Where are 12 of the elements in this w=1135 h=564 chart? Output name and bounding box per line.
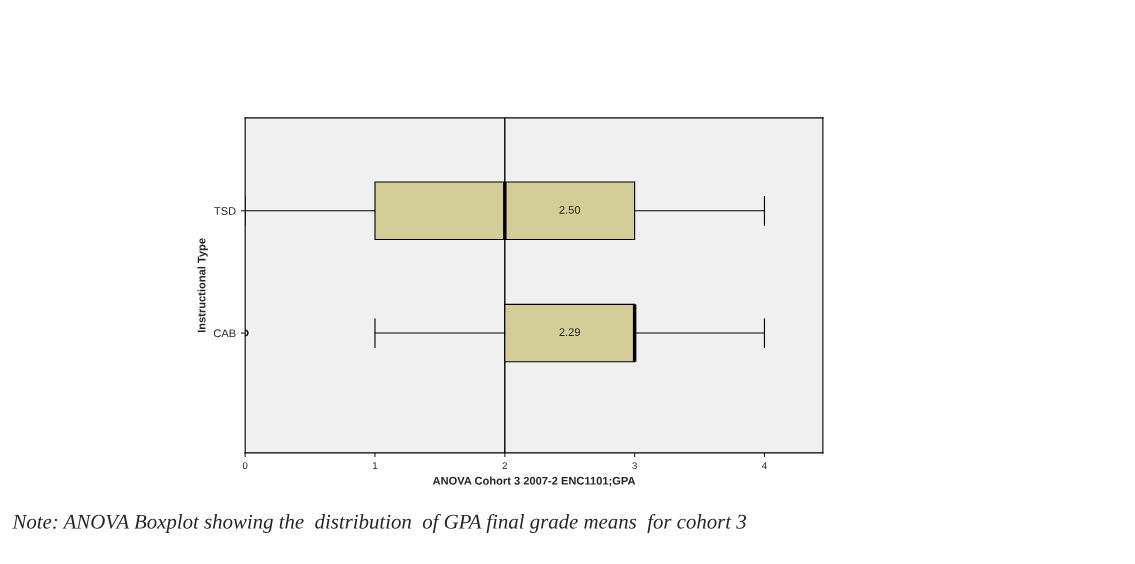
text: Note: ANOVA Boxplot showing the distribution of GPA final grade means for cohort 3 xyxy=(12,513,746,533)
text: 2.29 xyxy=(559,328,581,337)
x-tick-label: 0 xyxy=(242,462,248,470)
y-axis-title: Instructional Type xyxy=(197,238,208,333)
x-tick-label: 1 xyxy=(373,462,378,469)
y-tick-label: CAB xyxy=(213,329,236,338)
x-axis-title: ANOVA Cohort 3 2007-2 ENC1101;GPA xyxy=(432,476,636,487)
x-tick-label: 2 xyxy=(502,462,508,469)
text: 2.50 xyxy=(559,205,581,214)
y-tick-label: TSD xyxy=(214,207,236,215)
x-tick-label: 3 xyxy=(632,462,637,470)
x-tick-label: 4 xyxy=(761,462,767,469)
